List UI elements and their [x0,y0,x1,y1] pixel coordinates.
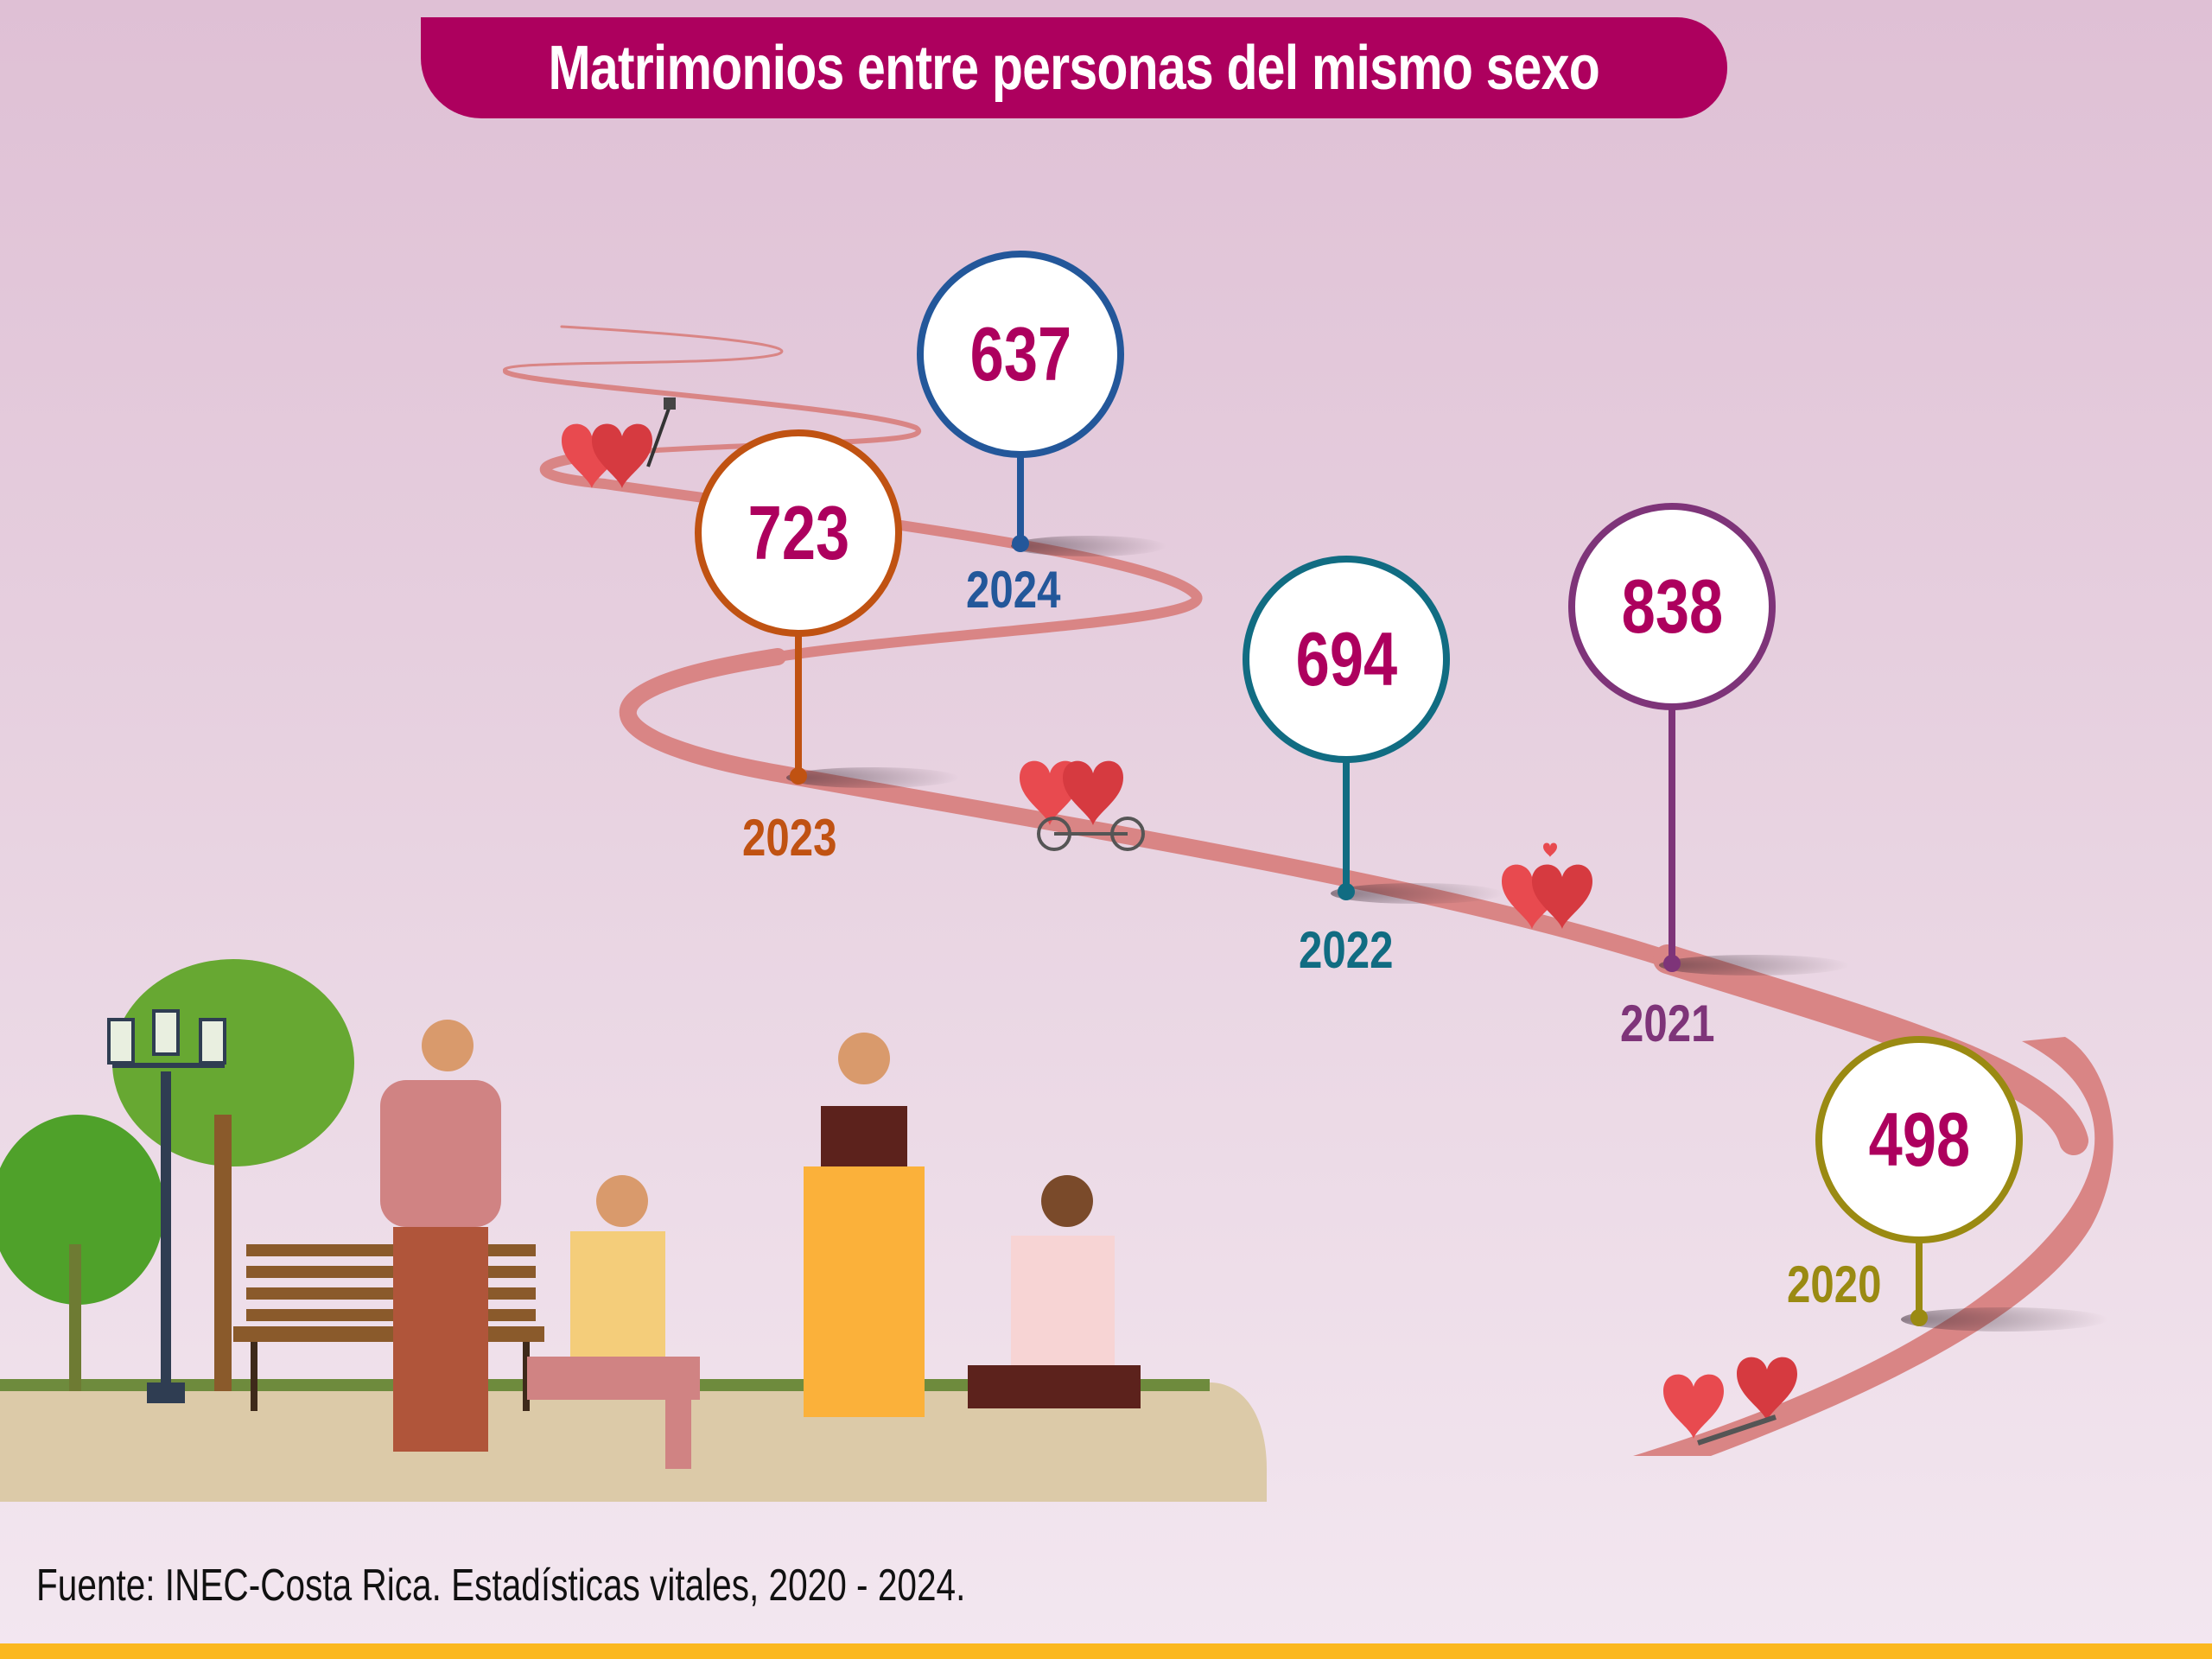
pin-2023-circle [695,429,902,637]
pin-2020-stem [1901,1242,2108,1332]
pin-value-2022: 694 [1295,616,1397,702]
title-banner: Matrimonios entre personas del mismo sex… [421,17,1727,118]
pin-2023-stem [786,635,959,788]
hearts-seesaw-icon [1663,1357,1797,1446]
pin-2021-stem [1659,709,1849,976]
year-label-2022: 2022 [1299,921,1394,979]
pin-2021-circle [1568,503,1776,710]
person-kneeling-man [527,1175,700,1469]
pin-2022-stem [1331,761,1503,904]
road-near-end [1633,1037,2113,1456]
pin-value-2023: 723 [747,490,849,575]
street-lamp-icon [107,1009,226,1403]
pin-value-2024: 637 [969,311,1071,397]
year-label-2024: 2024 [966,561,1061,619]
year-label-2021: 2021 [1620,995,1715,1052]
hearts-selfie-icon [562,397,676,488]
park-scene-illustration [0,959,1267,1502]
page-title: Matrimonios entre personas del mismo sex… [548,33,1600,103]
pin-2022-circle [1243,556,1450,763]
person-standing-woman [804,1033,925,1417]
hearts-tandem-bike-icon [1020,760,1145,851]
pin-2024-stem [1011,456,1166,556]
year-label-2023: 2023 [742,809,837,867]
year-label-2020: 2020 [1787,1255,1882,1313]
pin-value-2020: 498 [1868,1096,1970,1182]
person-kneeling-woman [968,1175,1141,1408]
pin-2024-circle [917,251,1124,458]
pin-2020-circle [1815,1036,2023,1243]
tree-left [0,1115,164,1305]
pin-value-2021: 838 [1621,563,1723,649]
source-note: Fuente: INEC-Costa Rica. Estadísticas vi… [36,1560,966,1611]
person-standing-man [380,1020,501,1452]
hearts-hug-icon [1502,842,1592,929]
footer-bar [0,1643,2212,1659]
